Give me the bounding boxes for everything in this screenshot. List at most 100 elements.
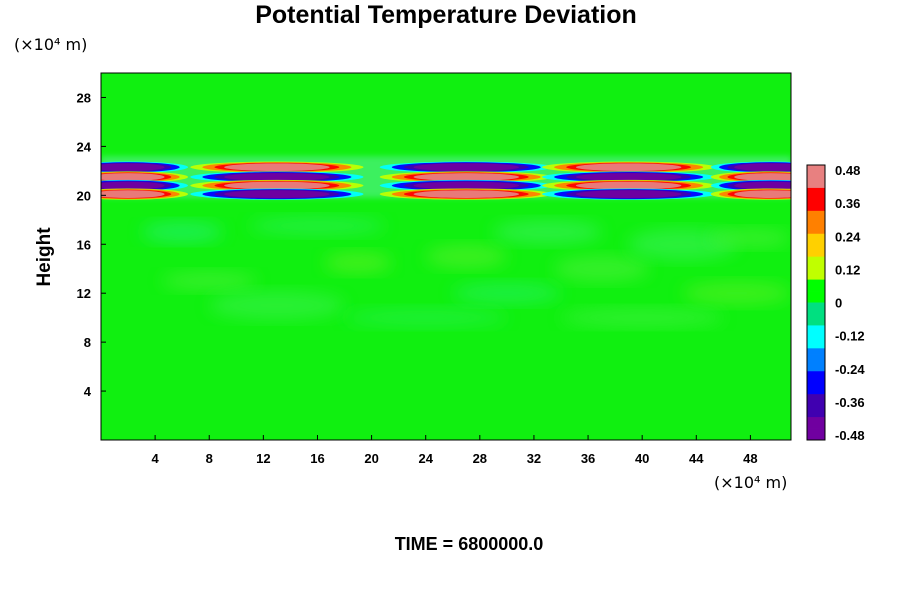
wave-cell [413, 173, 520, 181]
colorbar-swatch [807, 348, 825, 355]
colorbar-swatch [807, 399, 825, 407]
colorbar-swatch [807, 165, 825, 172]
x-tick-label: 32 [527, 451, 541, 466]
colorbar-tick-label: 0.48 [835, 163, 860, 178]
x-tick-label: 36 [581, 451, 595, 466]
y-tick-label: 16 [77, 237, 91, 252]
wave-cell [224, 181, 330, 190]
colorbar-swatch [807, 279, 825, 286]
texture-blob [161, 271, 257, 291]
colorbar-swatch [807, 262, 825, 269]
wave-cell [101, 181, 165, 190]
colorbar-swatch [807, 256, 825, 263]
texture-blob [324, 251, 392, 274]
colorbar-swatch [807, 216, 825, 223]
y-axis-ticks: 4 8 12 16 20 24 28 [77, 90, 106, 399]
texture-blob [452, 282, 561, 305]
colorbar: 0.48 0.36 0.24 0.12 0 -0.12 -0.24 -0.36 -0.48 [806, 163, 865, 443]
colorbar-tick-label: -0.12 [835, 329, 865, 344]
colorbar-swatch [807, 273, 825, 280]
x-axis-unit: (×10⁴ m) [714, 473, 787, 492]
x-tick-label: 40 [635, 451, 649, 466]
wave-cell [224, 163, 330, 172]
colorbar-swatch [807, 371, 825, 378]
colorbar-swatch [807, 365, 825, 372]
colorbar-swatch [807, 342, 825, 349]
colorbar-swatch [807, 405, 825, 412]
colorbar-swatch [807, 245, 825, 252]
colorbar-swatch [807, 182, 825, 189]
chart-title: Potential Temperature Deviation [255, 1, 637, 29]
colorbar-swatch [807, 199, 825, 206]
colorbar-swatch [807, 388, 825, 395]
plot-frame [100, 72, 792, 441]
texture-blob [249, 216, 386, 236]
y-tick-label: 20 [77, 188, 91, 203]
y-tick-label: 28 [77, 90, 91, 105]
time-label: TIME = 6800000.0 [395, 534, 544, 554]
y-axis-unit: (×10⁴ m) [14, 35, 87, 54]
colorbar-swatch [807, 422, 825, 429]
x-tick-label: 4 [152, 451, 160, 466]
colorbar-tick-label: -0.48 [835, 428, 865, 443]
colorbar-swatch [807, 176, 825, 183]
wave-cell [101, 190, 165, 198]
y-axis-label: Height [34, 227, 55, 287]
colorbar-swatch [807, 394, 825, 401]
wave-cell [224, 190, 330, 198]
wave-cell [575, 163, 682, 172]
wave-cell [734, 181, 791, 190]
colorbar-frame [806, 164, 826, 441]
texture-blob [425, 244, 507, 269]
colorbar-tick-label: 0.12 [835, 262, 860, 277]
texture-blob [209, 290, 345, 321]
colorbar-swatch [807, 210, 825, 217]
x-tick-label: 44 [689, 451, 704, 466]
colorbar-tick-label: 0.36 [835, 196, 860, 211]
colorbar-swatch [807, 170, 825, 177]
colorbar-tick-label: -0.24 [835, 362, 865, 377]
texture-blob [344, 307, 507, 328]
lower-field-texture [141, 216, 791, 328]
wave-cell [575, 173, 682, 181]
colorbar-swatch [807, 268, 825, 275]
colorbar-swatch [807, 205, 825, 212]
wave-cell [413, 190, 520, 198]
texture-blob [493, 219, 602, 245]
colorbar-swatch [807, 319, 825, 326]
colorbar-swatch [807, 428, 825, 435]
colorbar-swatch [807, 233, 825, 240]
x-tick-label: 28 [473, 451, 487, 466]
texture-blob [141, 221, 223, 244]
colorbar-swatch [807, 239, 825, 246]
colorbar-tick-label: 0 [835, 296, 842, 311]
x-tick-label: 48 [743, 451, 757, 466]
wave-cell [413, 181, 520, 190]
colorbar-swatch [807, 250, 825, 258]
x-tick-label: 24 [418, 451, 433, 466]
colorbar-swatch [807, 313, 825, 321]
wave-cell [734, 163, 791, 172]
heatmap-plot [101, 73, 791, 440]
wave-band [101, 156, 791, 200]
colorbar-swatch [807, 417, 825, 424]
colorbar-tick-label: -0.36 [835, 395, 865, 410]
colorbar-swatch [807, 336, 825, 344]
colorbar-swatch [807, 354, 825, 361]
wave-cell [101, 163, 165, 172]
colorbar-swatch [807, 376, 825, 384]
texture-blob [628, 228, 737, 261]
wave-cell [224, 173, 330, 181]
colorbar-swatch [807, 187, 825, 195]
colorbar-tick-label: 0.24 [835, 229, 861, 244]
colorbar-swatch [807, 331, 825, 338]
wave-cell [734, 190, 791, 198]
colorbar-swatch [807, 359, 825, 366]
colorbar-swatch [807, 382, 825, 389]
texture-blob [561, 307, 724, 328]
colorbar-swatch [807, 285, 825, 292]
wave-cell [734, 173, 791, 181]
x-tick-label: 20 [364, 451, 378, 466]
y-tick-label: 4 [84, 384, 92, 399]
